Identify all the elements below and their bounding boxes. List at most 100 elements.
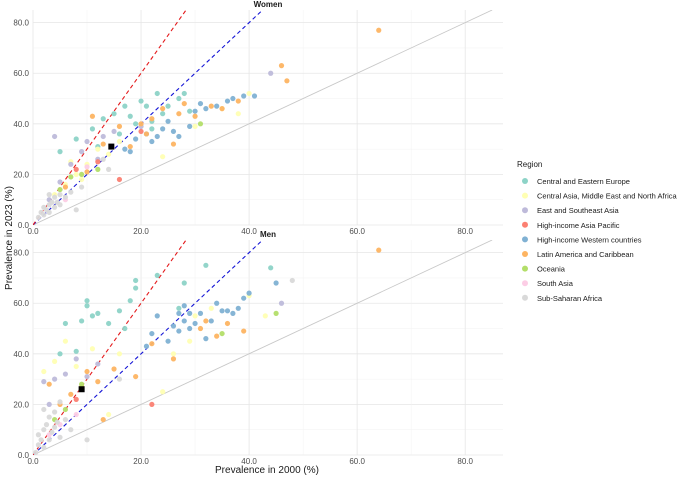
data-point <box>241 93 247 99</box>
data-point <box>73 136 79 142</box>
data-point <box>181 90 187 97</box>
data-point <box>84 373 90 380</box>
data-point <box>235 111 241 117</box>
y-tick-label: 80.0 <box>13 19 29 28</box>
legend-key <box>522 178 528 184</box>
data-point <box>192 113 198 119</box>
data-point <box>35 432 42 438</box>
legend-key <box>522 280 528 287</box>
data-point <box>278 300 285 306</box>
data-point <box>214 333 220 339</box>
data-point <box>84 303 90 309</box>
data-point <box>192 108 198 114</box>
data-point <box>133 373 139 380</box>
data-point <box>100 156 106 162</box>
data-point <box>224 320 231 327</box>
reference-line-blue-dashed <box>33 10 263 225</box>
legend-label: Sub-Saharan Africa <box>537 294 603 303</box>
data-point <box>149 330 155 337</box>
data-point <box>246 290 252 296</box>
data-point <box>203 106 209 112</box>
data-point <box>62 416 69 423</box>
data-point <box>116 123 123 129</box>
data-point <box>43 422 50 428</box>
data-point <box>100 141 106 147</box>
panel-plot-area <box>33 240 493 455</box>
data-point <box>203 318 209 324</box>
data-point <box>203 262 209 268</box>
panel-men: 0.0 20.0 40.0 60.0 80.0 0.0 20.0 40.0 60.0 80.0 Me… <box>13 230 503 466</box>
data-point <box>57 192 63 198</box>
data-point <box>197 121 204 127</box>
data-point <box>62 338 69 344</box>
data-point <box>127 113 133 119</box>
data-point <box>122 325 128 332</box>
data-point <box>176 95 182 102</box>
data-point <box>73 171 79 178</box>
data-point <box>62 406 69 413</box>
data-point <box>73 207 79 213</box>
data-point <box>84 437 90 443</box>
data-point <box>41 427 47 433</box>
x-tick-label: 40.0 <box>241 227 257 236</box>
data-point <box>57 202 63 208</box>
data-point <box>376 247 382 253</box>
data-point <box>165 103 171 109</box>
data-point <box>52 409 58 415</box>
data-point <box>138 121 144 127</box>
data-point <box>170 323 177 329</box>
data-point <box>230 95 236 102</box>
y-tick-label: 60.0 <box>13 299 29 308</box>
data-point <box>52 358 58 365</box>
data-point <box>46 192 52 198</box>
data-point <box>143 131 150 137</box>
y-axis-title: Prevalence in 2023 (%) <box>4 186 15 290</box>
reference-line-red-dashed <box>33 240 187 455</box>
data-point <box>154 272 160 279</box>
data-point <box>41 212 47 218</box>
x-axis-title: Prevalence in 2000 (%) <box>215 465 319 476</box>
data-point <box>116 131 123 137</box>
data-point <box>89 113 96 119</box>
data-point <box>284 78 290 84</box>
data-point <box>84 138 90 145</box>
y-tick-label: 20.0 <box>13 400 29 409</box>
x-tick-label: 0.0 <box>27 227 39 236</box>
data-point <box>111 128 117 135</box>
data-point <box>89 126 96 132</box>
data-point <box>214 300 220 306</box>
data-point <box>73 356 79 362</box>
data-point <box>149 116 155 122</box>
data-point <box>52 376 58 382</box>
data-point <box>68 391 74 397</box>
data-point <box>122 103 128 109</box>
legend-title: Region <box>517 160 542 169</box>
data-point <box>170 351 177 357</box>
data-point <box>111 366 117 372</box>
data-point <box>57 434 63 440</box>
legend-key <box>522 236 528 243</box>
x-tick-label: 80.0 <box>457 457 473 466</box>
x-tick-label: 0.0 <box>27 457 39 466</box>
data-point <box>197 310 204 316</box>
data-point <box>138 98 144 104</box>
data-point <box>170 128 177 135</box>
data-point <box>192 123 198 129</box>
data-point <box>262 313 268 319</box>
data-point <box>106 320 112 327</box>
x-tick-label: 60.0 <box>349 227 365 236</box>
data-point <box>251 93 258 99</box>
panel-title: Men <box>260 230 276 239</box>
legend-label: Central Asia, Middle East and North Afri… <box>537 192 677 201</box>
data-point <box>122 146 128 152</box>
data-point <box>57 186 63 193</box>
data-point <box>116 376 123 382</box>
data-point <box>197 100 204 107</box>
data-point <box>235 98 241 104</box>
data-point <box>187 123 193 129</box>
data-point <box>79 149 85 155</box>
data-point <box>149 138 155 145</box>
data-point <box>100 133 106 140</box>
x-tick-label: 20.0 <box>133 227 149 236</box>
